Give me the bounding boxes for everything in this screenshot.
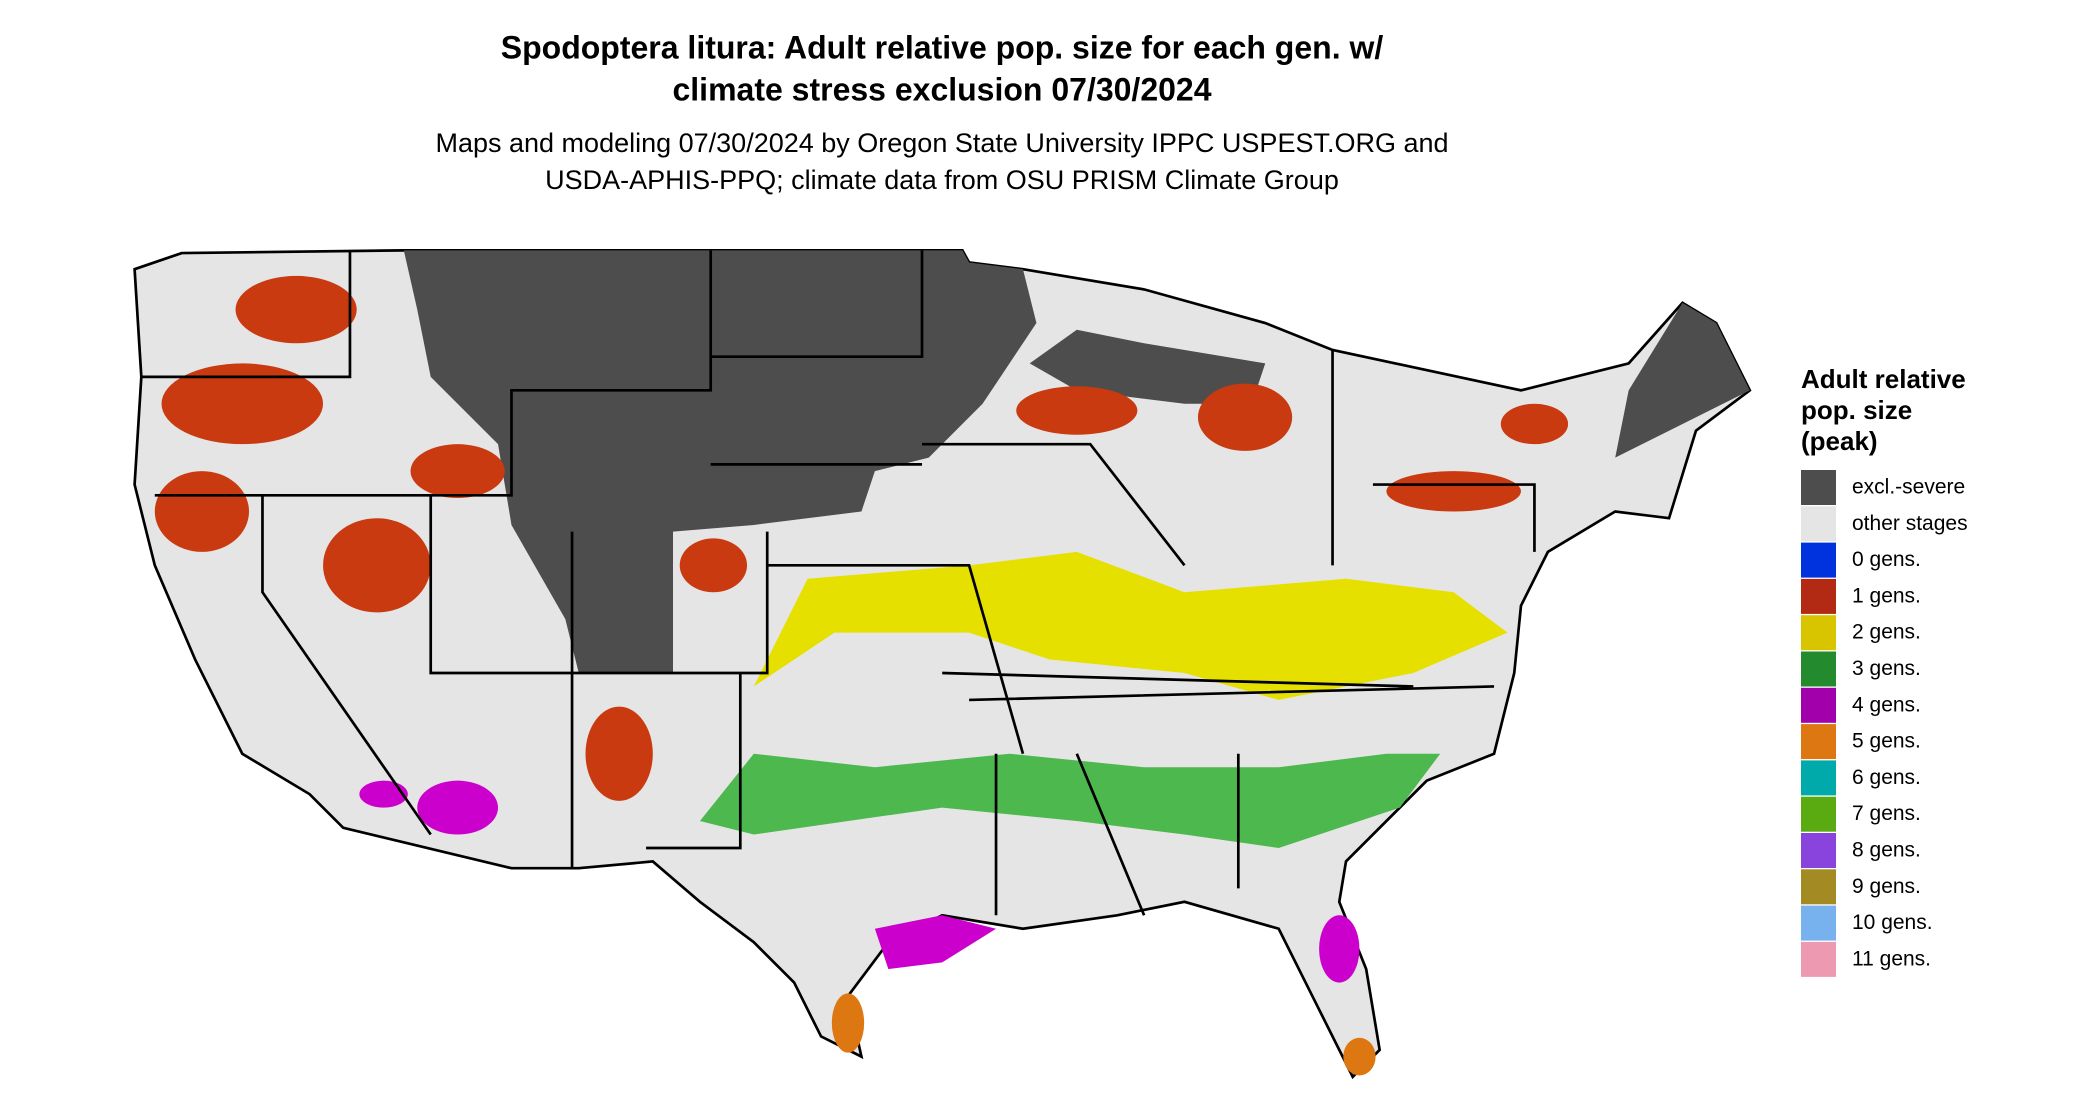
- title-line: climate stress exclusion 07/30/2024: [672, 71, 1211, 107]
- legend-label: 4 gens.: [1852, 693, 1921, 716]
- legend-swatch: [1801, 542, 1836, 578]
- legend-title: (peak): [1801, 426, 1878, 456]
- legend-swatch: [1801, 869, 1836, 905]
- legend-swatch: [1801, 796, 1836, 832]
- one-gen-areas: [154, 275, 1569, 801]
- legend-label: 2 gens.: [1852, 621, 1921, 644]
- legend-label: 3 gens.: [1852, 657, 1921, 680]
- legend-label: 6 gens.: [1852, 766, 1921, 789]
- legend-label: 1 gens.: [1852, 584, 1921, 607]
- legend-swatch: [1801, 833, 1836, 868]
- subtitle-line: Maps and modeling 07/30/2024 by Oregon S…: [435, 128, 1448, 158]
- legend-label: 5 gens.: [1852, 730, 1921, 753]
- legend-swatch: [1801, 941, 1836, 977]
- legend-label: 9 gens.: [1852, 875, 1921, 898]
- state-lines: [141, 250, 1536, 916]
- legend-label: other stages: [1852, 512, 1968, 535]
- legend-swatch: [1801, 615, 1836, 651]
- legend-swatch: [1801, 687, 1836, 723]
- legend-swatch: [1801, 905, 1836, 941]
- legend-swatch: [1801, 724, 1836, 760]
- legend-swatch: [1801, 470, 1836, 505]
- legend-label: 0 gens.: [1852, 548, 1921, 571]
- legend-title: pop. size: [1801, 395, 1912, 425]
- five-gen-areas: [831, 993, 1376, 1076]
- legend-title: Adult relative: [1801, 364, 1966, 394]
- legend-label: 11 gens.: [1852, 947, 1931, 970]
- excluded-region: [1615, 302, 1750, 458]
- three-gen-band: [699, 753, 1441, 848]
- legend-label: excl.-severe: [1852, 476, 1965, 499]
- legend-swatch: [1801, 506, 1836, 542]
- legend-label: 8 gens.: [1852, 839, 1921, 862]
- legend-label: 10 gens.: [1852, 911, 1933, 934]
- legend-swatch: [1801, 651, 1836, 687]
- legend-label: 7 gens.: [1852, 802, 1921, 825]
- map: [133, 249, 1752, 1080]
- two-gen-band: [753, 551, 1508, 700]
- four-gen-areas: [359, 780, 1360, 983]
- excluded-region: [1029, 329, 1266, 404]
- legend-swatch: [1801, 760, 1836, 796]
- title-line: Spodoptera litura: Adult relative pop. s…: [501, 29, 1384, 65]
- legend-swatch: [1801, 578, 1836, 614]
- subtitle-line: USDA-APHIS-PPQ; climate data from OSU PR…: [545, 165, 1339, 195]
